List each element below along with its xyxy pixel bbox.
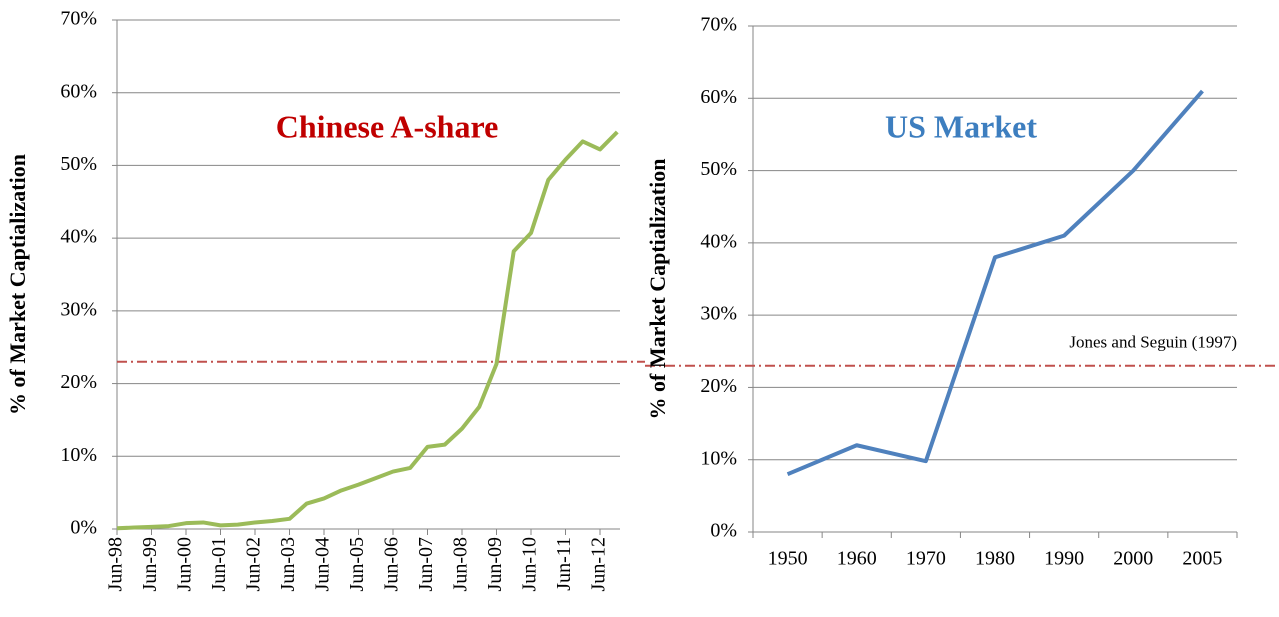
- x-tick-label: 1970: [906, 548, 946, 570]
- y-tick-label: 10%: [60, 444, 97, 466]
- y-tick-label: 20%: [60, 371, 97, 393]
- x-tick-label: Jun-02: [243, 537, 265, 591]
- y-tick-label: 0%: [70, 517, 97, 539]
- x-tick-label: 1950: [768, 548, 808, 570]
- x-tick-label: Jun-00: [174, 537, 196, 591]
- x-tick-label: Jun-01: [208, 537, 230, 591]
- x-tick-label: Jun-06: [381, 537, 403, 591]
- x-tick-label: Jun-03: [277, 537, 299, 591]
- x-tick-label: 1990: [1044, 548, 1084, 570]
- y-tick-label: 40%: [60, 226, 97, 248]
- y-tick-label: 50%: [700, 158, 737, 180]
- x-tick-label: 2005: [1182, 548, 1222, 570]
- y-tick-label: 70%: [60, 8, 97, 30]
- y-tick-label: 60%: [700, 86, 737, 108]
- x-tick-label: Jun-10: [519, 537, 541, 591]
- x-tick-label: 1960: [837, 548, 877, 570]
- x-tick-label: Jun-09: [484, 537, 506, 591]
- y-axis-label: % of Market Captialization: [5, 154, 30, 415]
- annotation: Jones and Seguin (1997): [1069, 333, 1237, 352]
- x-tick-label: Jun-98: [105, 537, 127, 591]
- x-tick-label: Jun-08: [450, 537, 472, 591]
- y-axis-label: % of Market Captialization: [645, 159, 670, 420]
- y-tick-label: 30%: [60, 298, 97, 320]
- chart-title: US Market: [885, 108, 1037, 144]
- x-tick-label: Jun-04: [312, 537, 334, 591]
- x-tick-label: Jun-99: [139, 537, 161, 591]
- y-tick-label: 20%: [700, 375, 737, 397]
- x-tick-label: Jun-07: [415, 537, 437, 591]
- data-line: [786, 89, 1204, 477]
- y-tick-label: 70%: [700, 14, 737, 36]
- x-tick-label: Jun-05: [346, 537, 368, 591]
- y-tick-label: 50%: [60, 153, 97, 175]
- y-tick-label: 10%: [700, 447, 737, 469]
- chart-title: Chinese A-share: [276, 108, 499, 144]
- x-tick-label: Jun-11: [553, 537, 575, 591]
- x-tick-label: 1980: [975, 548, 1015, 570]
- y-tick-label: 40%: [700, 230, 737, 252]
- x-tick-label: 2000: [1113, 548, 1153, 570]
- data-line: [116, 130, 619, 531]
- x-tick-label: Jun-12: [588, 537, 610, 591]
- y-tick-label: 0%: [710, 520, 737, 542]
- y-tick-label: 30%: [700, 303, 737, 325]
- y-tick-label: 60%: [60, 80, 97, 102]
